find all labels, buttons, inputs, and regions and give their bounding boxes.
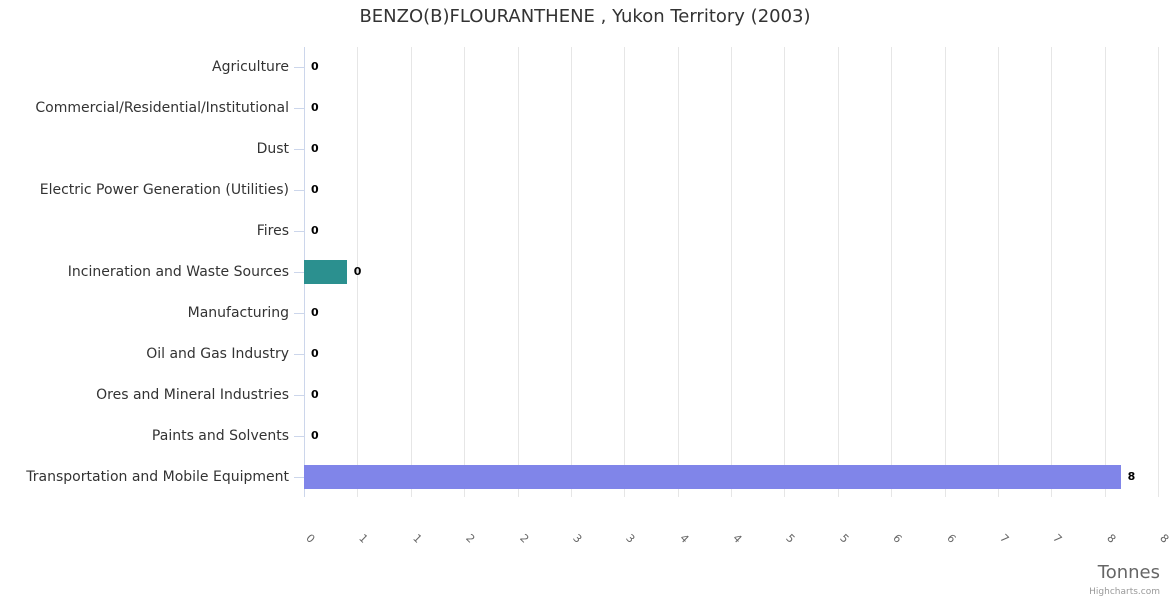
x-tick-label: 5 [783, 531, 798, 546]
category-label: Oil and Gas Industry [146, 345, 289, 362]
gridline [944, 47, 946, 497]
data-label: 0 [311, 387, 319, 401]
x-tick-label: 5 [837, 531, 852, 546]
category-label: Paints and Solvents [151, 427, 289, 444]
gridline [464, 47, 466, 497]
data-label: 0 [311, 428, 319, 442]
category-tick-mark [294, 149, 304, 151]
x-tick-label: 2 [463, 531, 478, 546]
category-tick-mark [294, 394, 304, 396]
bar-transportation-and-mobile-equipment[interactable] [304, 464, 1121, 489]
gridline [517, 47, 519, 497]
x-tick-label: 7 [1050, 531, 1065, 546]
category-tick-mark [294, 312, 304, 314]
category-tick-mark [294, 190, 304, 192]
category-tick-mark [294, 272, 304, 273]
gridline [1104, 47, 1106, 497]
x-tick-label: 8 [1157, 531, 1170, 546]
highcharts-credit-link[interactable]: Highcharts.com [1089, 587, 1160, 597]
bar-incineration-and-waste-sources[interactable] [304, 260, 347, 284]
category-label: Dust [256, 141, 289, 158]
category-tick-mark [294, 231, 304, 233]
x-tick-label: 6 [943, 531, 958, 546]
data-label: 0 [311, 101, 319, 115]
x-tick-label: 8 [1103, 531, 1119, 546]
category-tick-mark [294, 108, 304, 110]
data-label: 8 [1127, 469, 1136, 483]
category-label: Incineration and Waste Sources [67, 264, 289, 280]
data-label: 0 [353, 265, 362, 278]
x-tick-label: 7 [997, 531, 1012, 546]
gridline [1051, 47, 1053, 497]
gridline [357, 47, 359, 497]
category-tick-mark [294, 353, 304, 355]
gridline [784, 47, 786, 497]
x-tick-label: 3 [623, 531, 638, 546]
x-tick-label: 3 [570, 531, 585, 546]
category-label: Transportation and Mobile Equipment [26, 468, 289, 485]
gridline [731, 47, 732, 497]
x-tick-label: 4 [676, 531, 692, 546]
chart-title: BENZO(B)FLOURANTHENE , Yukon Territory (… [359, 6, 811, 27]
gridline [837, 47, 839, 497]
data-label: 0 [311, 346, 319, 360]
category-label: Agriculture [212, 59, 289, 76]
gridline [1158, 47, 1159, 497]
gridline [410, 47, 412, 497]
category-label: Ores and Mineral Industries [96, 386, 289, 403]
gridline [570, 47, 572, 497]
x-tick-label: 1 [356, 531, 371, 546]
x-tick-label: 1 [410, 531, 425, 546]
category-label: Fires [256, 223, 289, 240]
data-label: 0 [311, 142, 319, 156]
x-tick-label: 2 [516, 531, 531, 546]
gridline [677, 47, 679, 497]
x-tick-label: 4 [730, 531, 745, 546]
gridline [997, 47, 999, 497]
gridline [624, 47, 626, 497]
category-label: Electric Power Generation (Utilities) [39, 182, 289, 199]
category-tick-mark [294, 435, 304, 437]
gridline [891, 47, 893, 497]
category-tick-mark [294, 476, 304, 478]
x-tick-label: 0 [303, 531, 318, 546]
category-label: Manufacturing [187, 304, 289, 321]
x-tick-label: 6 [890, 531, 905, 546]
category-label: Commercial/Residential/Institutional [35, 100, 289, 117]
data-label: 0 [311, 60, 319, 74]
x-axis-title: Tonnes [1097, 562, 1160, 583]
category-tick-mark [294, 67, 304, 69]
data-label: 0 [311, 183, 319, 197]
data-label: 0 [311, 305, 319, 319]
data-label: 0 [311, 224, 319, 238]
